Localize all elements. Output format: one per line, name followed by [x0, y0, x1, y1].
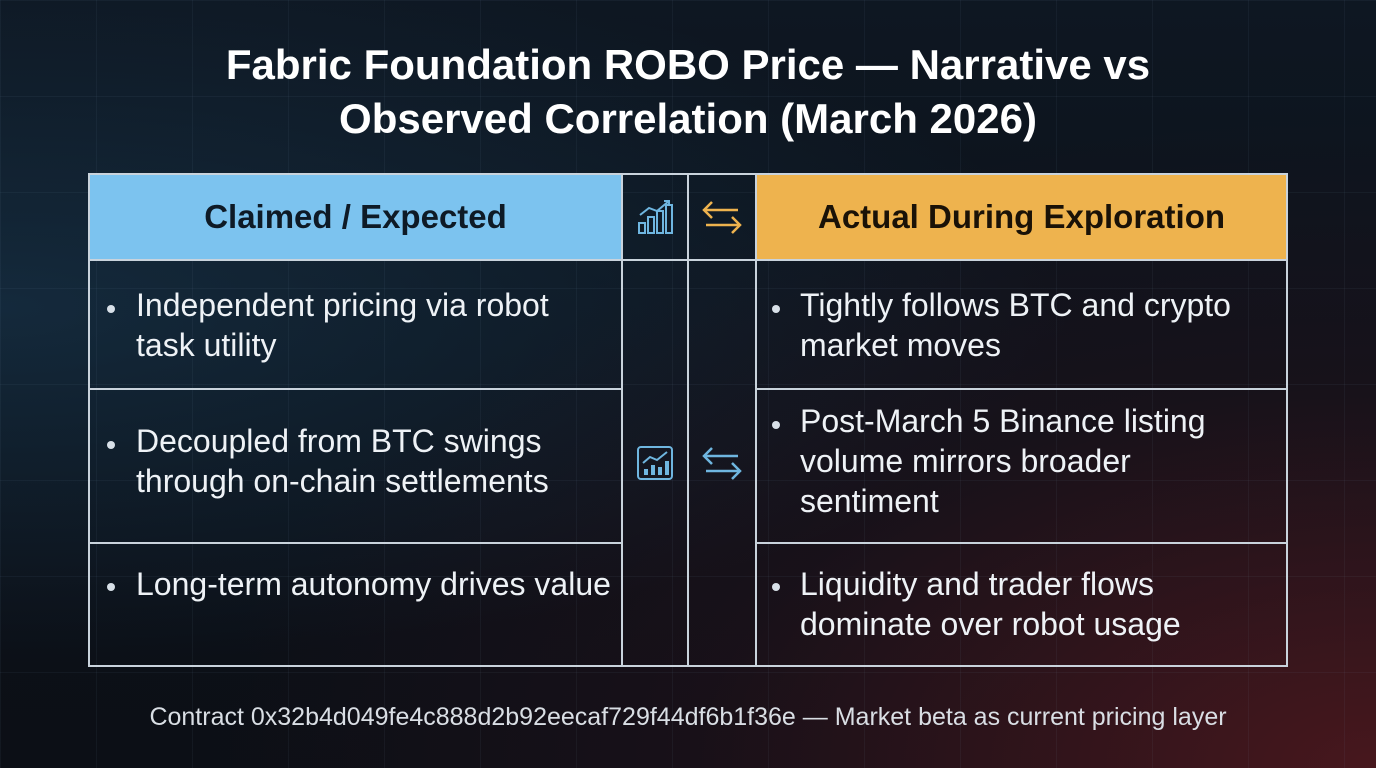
list-item: Liquidity and trader flows dominate over… [755, 544, 1286, 665]
swap-arrows-icon [700, 443, 744, 483]
bullet-dot [107, 305, 115, 313]
claimed-item: Independent pricing via robot task utili… [136, 287, 549, 363]
list-item: Independent pricing via robot task utili… [90, 261, 623, 390]
actual-item: Post-March 5 Binance listing volume mirr… [800, 403, 1206, 519]
actual-header: Actual During Exploration [755, 175, 1286, 261]
line-chart-icon [635, 443, 675, 483]
page-title: Fabric Foundation ROBO Price — Narrative… [0, 38, 1376, 146]
header-icon-cell-chart [623, 175, 689, 261]
bullet-dot [107, 441, 115, 449]
header-icon-cell-swap [689, 175, 755, 261]
bullet-dot [772, 421, 780, 429]
bullet-dot [772, 583, 780, 591]
list-item: Post-March 5 Binance listing volume mirr… [755, 390, 1286, 544]
list-item: Tightly follows BTC and crypto market mo… [755, 261, 1286, 390]
bar-chart-icon [635, 197, 675, 237]
claimed-header: Claimed / Expected [90, 175, 623, 261]
title-line-2: Observed Correlation (March 2026) [339, 95, 1037, 142]
middle-icon-cell-chart [623, 261, 689, 665]
actual-item: Tightly follows BTC and crypto market mo… [800, 287, 1231, 363]
contract-footer: Contract 0x32b4d049fe4c888d2b92eecaf729f… [149, 703, 1227, 731]
claimed-item: Decoupled from BTC swings through on-cha… [136, 423, 549, 499]
swap-arrows-icon [700, 197, 744, 237]
middle-icon-cell-swap [689, 261, 755, 665]
comparison-table: Claimed / Expected Actual During Explora… [88, 173, 1288, 667]
claimed-item: Long-term autonomy drives value [136, 566, 611, 602]
bullet-dot [107, 583, 115, 591]
list-item: Long-term autonomy drives value [90, 544, 623, 665]
list-item: Decoupled from BTC swings through on-cha… [90, 390, 623, 544]
actual-item: Liquidity and trader flows dominate over… [800, 566, 1181, 642]
title-line-1: Fabric Foundation ROBO Price — Narrative… [225, 41, 1151, 88]
bullet-dot [772, 305, 780, 313]
